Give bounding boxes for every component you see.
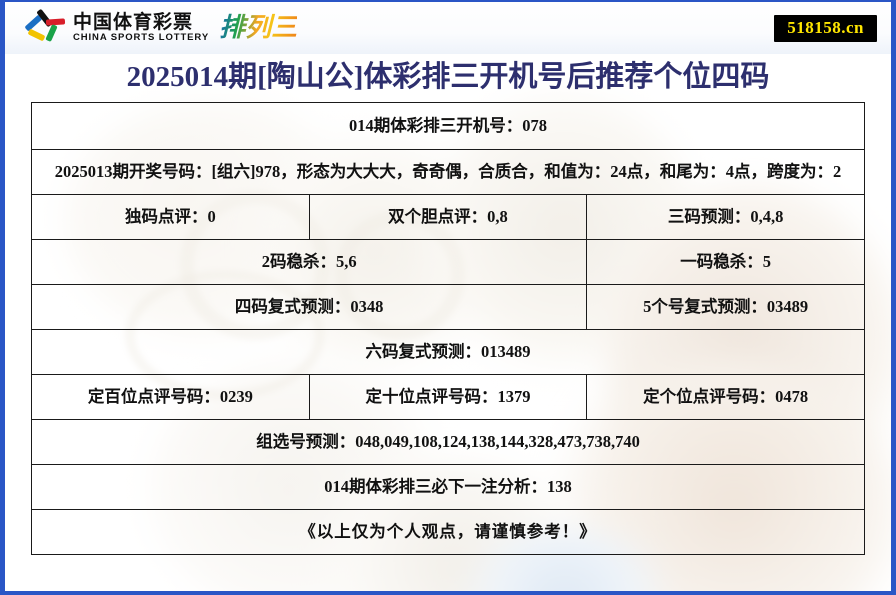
- table-cell: 三码预测：0,4,8: [586, 194, 865, 240]
- table-cell: 2码稳杀：5,6: [30, 239, 588, 285]
- table-row: 六码复式预测：013489: [31, 329, 865, 375]
- table-row: 《以上仅为个人观点，请谨慎参考！》: [31, 509, 865, 555]
- table-cell: 定百位点评号码：0239: [31, 374, 310, 420]
- table-cell: 2025013期开奖号码：[组六]978，形态为大大大，奇奇偶，合质合，和值为：…: [31, 149, 865, 195]
- table-cell: 独码点评：0: [31, 194, 310, 240]
- table-row: 组选号预测：048,049,108,124,138,144,328,473,73…: [31, 419, 865, 465]
- table-row: 独码点评：0 双个胆点评：0,8 三码预测：0,4,8: [31, 194, 865, 240]
- lottery-logo[interactable]: 中国体育彩票 CHINA SPORTS LOTTERY 排列三: [23, 8, 298, 45]
- site-url-badge[interactable]: 518158.cn: [774, 14, 877, 42]
- sports-lottery-mark-icon: [23, 8, 67, 45]
- logo-text-english: CHINA SPORTS LOTTERY: [73, 32, 210, 43]
- game-name-pailiesan: 排列三: [219, 13, 298, 43]
- table-row: 2025013期开奖号码：[组六]978，形态为大大大，奇奇偶，合质合，和值为：…: [31, 149, 865, 195]
- prediction-table: 014期体彩排三开机号：078 2025013期开奖号码：[组六]978，形态为大…: [30, 102, 865, 555]
- table-row: 014期体彩排三必下一注分析：138: [31, 464, 865, 510]
- table-cell: 组选号预测：048,049,108,124,138,144,328,473,73…: [31, 419, 865, 465]
- table-cell: 四码复式预测：0348: [30, 284, 588, 330]
- table-cell: 一码稳杀：5: [586, 239, 865, 285]
- table-row: 四码复式预测：0348 5个号复式预测：03489: [30, 284, 865, 330]
- table-row: 定百位点评号码：0239 定十位点评号码：1379 定个位点评号码：0478: [31, 374, 865, 420]
- table-cell: 014期体彩排三必下一注分析：138: [31, 464, 865, 510]
- table-cell: 六码复式预测：013489: [31, 329, 865, 375]
- table-cell: 定十位点评号码：1379: [308, 374, 588, 420]
- site-header: 中国体育彩票 CHINA SPORTS LOTTERY 排列三 518158.c…: [5, 2, 891, 54]
- table-row: 014期体彩排三开机号：078: [31, 102, 865, 150]
- table-row: 2码稳杀：5,6 一码稳杀：5: [30, 239, 865, 285]
- table-cell: 5个号复式预测：03489: [586, 284, 865, 330]
- table-cell: 定个位点评号码：0478: [586, 374, 865, 420]
- table-cell: 双个胆点评：0,8: [308, 194, 588, 240]
- table-cell: 014期体彩排三开机号：078: [31, 102, 865, 150]
- prediction-table-wrap: 014期体彩排三开机号：078 2025013期开奖号码：[组六]978，形态为大…: [30, 102, 865, 555]
- page-title: 2025014期[陶山公]体彩排三开机号后推荐个位四码: [126, 61, 770, 93]
- logo-text-chinese: 中国体育彩票: [73, 11, 194, 33]
- table-cell: 《以上仅为个人观点，请谨慎参考！》: [31, 509, 865, 555]
